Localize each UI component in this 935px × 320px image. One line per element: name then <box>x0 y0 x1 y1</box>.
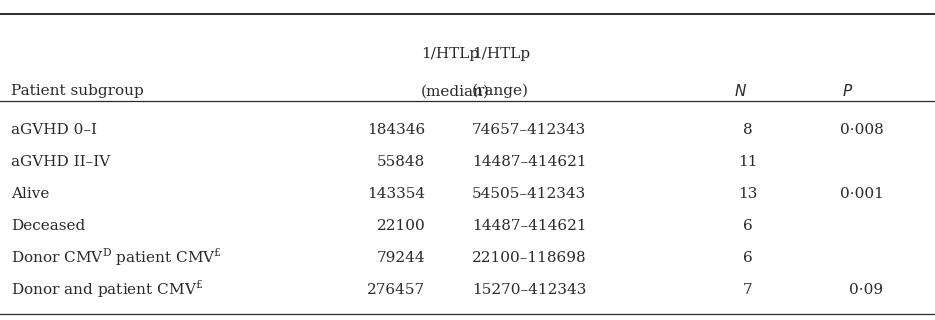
Text: (median): (median) <box>421 84 490 98</box>
Text: 1/HTLp: 1/HTLp <box>421 47 479 61</box>
Text: aGVHD II–IV: aGVHD II–IV <box>11 155 110 169</box>
Text: (range): (range) <box>472 84 529 98</box>
Text: 54505–412343: 54505–412343 <box>472 187 586 201</box>
Text: Patient subgroup: Patient subgroup <box>11 84 144 98</box>
Text: 74657–412343: 74657–412343 <box>472 123 586 137</box>
Text: 11: 11 <box>739 155 757 169</box>
Text: 6: 6 <box>743 251 753 265</box>
Text: 0·09: 0·09 <box>850 283 884 297</box>
Text: 13: 13 <box>739 187 757 201</box>
Text: 0·008: 0·008 <box>840 123 884 137</box>
Text: Alive: Alive <box>11 187 50 201</box>
Text: 55848: 55848 <box>377 155 425 169</box>
Text: 22100: 22100 <box>377 219 425 233</box>
Text: Deceased: Deceased <box>11 219 85 233</box>
Text: 15270–412343: 15270–412343 <box>472 283 586 297</box>
Text: 1/HTLp: 1/HTLp <box>472 47 530 61</box>
Text: 79244: 79244 <box>377 251 425 265</box>
Text: 14487–414621: 14487–414621 <box>472 155 587 169</box>
Text: 276457: 276457 <box>367 283 425 297</box>
Text: Donor and patient CMV$^{\mathregular{£}}$: Donor and patient CMV$^{\mathregular{£}}… <box>11 279 203 300</box>
Text: 184346: 184346 <box>367 123 425 137</box>
Text: 14487–414621: 14487–414621 <box>472 219 587 233</box>
Text: Donor CMV$^{\mathregular{D}}$ patient CMV$^{\mathregular{£}}$: Donor CMV$^{\mathregular{D}}$ patient CM… <box>11 247 223 268</box>
Text: aGVHD 0–I: aGVHD 0–I <box>11 123 97 137</box>
Text: 6: 6 <box>743 219 753 233</box>
Text: 22100–118698: 22100–118698 <box>472 251 587 265</box>
Text: 8: 8 <box>743 123 753 137</box>
Text: 0·001: 0·001 <box>840 187 884 201</box>
Text: $\mathit{N}$: $\mathit{N}$ <box>734 83 747 99</box>
Text: 143354: 143354 <box>367 187 425 201</box>
Text: $\mathit{P}$: $\mathit{P}$ <box>842 83 853 99</box>
Text: 7: 7 <box>743 283 753 297</box>
